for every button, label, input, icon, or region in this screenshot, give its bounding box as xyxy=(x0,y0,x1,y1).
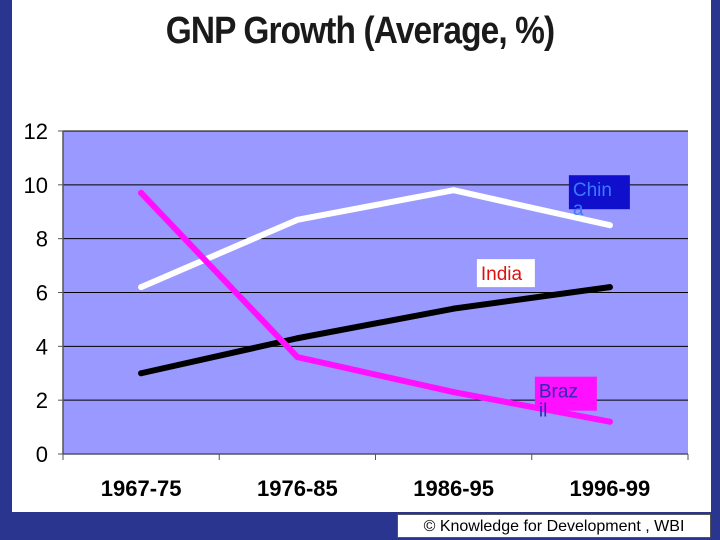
series-label-box-india xyxy=(476,259,535,288)
data-point-india xyxy=(294,335,301,342)
data-point-brazil xyxy=(138,189,145,196)
y-tick-label: 8 xyxy=(36,227,48,252)
series-line-brazil xyxy=(138,189,613,425)
data-point-china xyxy=(138,284,145,291)
data-point-india xyxy=(450,305,457,312)
series-label-box-china xyxy=(568,175,630,210)
series-label-box-brazil xyxy=(534,376,597,411)
y-tick-label: 4 xyxy=(36,334,48,359)
series-line-india xyxy=(138,284,613,377)
data-point-china xyxy=(450,187,457,194)
series-label-brazil: Braz xyxy=(539,382,578,403)
x-tick-label: 1976-85 xyxy=(257,476,338,501)
right-border-bar xyxy=(711,0,720,540)
series-label-china: Chin xyxy=(573,180,612,201)
series-label-china: a xyxy=(573,199,584,220)
data-point-brazil xyxy=(294,354,301,361)
data-point-china xyxy=(606,222,613,229)
y-tick-label: 6 xyxy=(36,281,48,306)
left-border-bar xyxy=(0,0,12,540)
data-point-brazil xyxy=(450,389,457,396)
data-point-brazil xyxy=(606,418,613,425)
data-point-india xyxy=(138,370,145,377)
series-label-india: India xyxy=(481,264,523,285)
x-tick-label: 1986-95 xyxy=(413,476,494,501)
y-tick-label: 10 xyxy=(24,173,48,198)
chart-title: GNP Growth (Average, %) xyxy=(165,10,555,52)
y-tick-label: 12 xyxy=(24,119,48,144)
x-tick-label: 1996-99 xyxy=(570,476,651,501)
footer-credit: © Knowledge for Development , WBI xyxy=(397,514,711,538)
series-line-china xyxy=(138,187,613,291)
data-point-india xyxy=(606,284,613,291)
y-tick-label: 2 xyxy=(36,388,48,413)
x-tick-label: 1967-75 xyxy=(101,476,182,501)
data-point-china xyxy=(294,216,301,223)
series-label-brazil: il xyxy=(539,401,547,422)
y-tick-label: 0 xyxy=(36,442,48,467)
